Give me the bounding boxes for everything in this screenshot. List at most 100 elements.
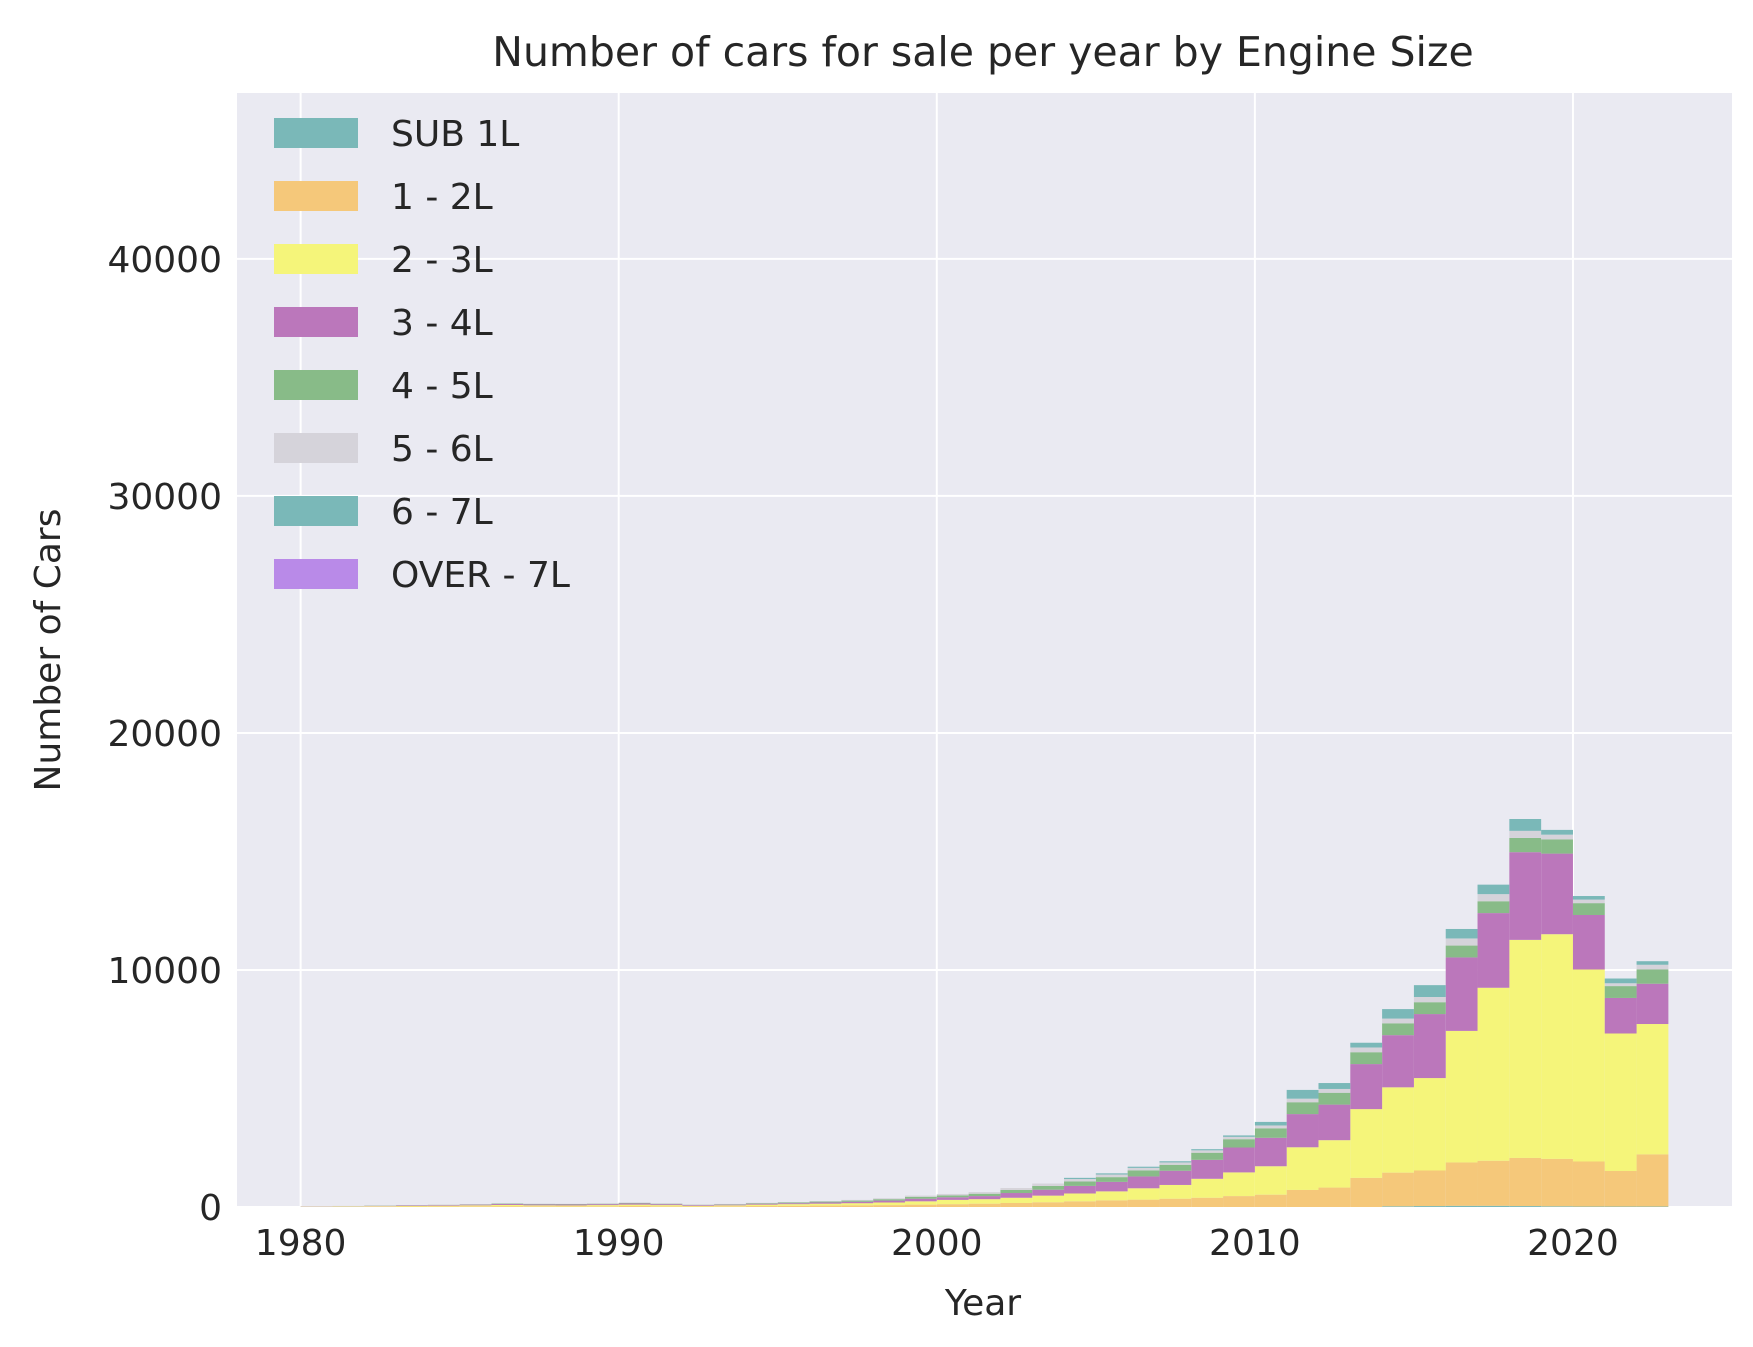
x-axis-label: Year: [944, 1283, 1021, 1324]
bar-segment: [968, 1203, 1001, 1207]
legend-item: 3 - 4L: [274, 303, 493, 344]
bar-segment: [427, 1205, 460, 1206]
bar-segment: [1604, 997, 1637, 1034]
bar-segment: [1159, 1162, 1192, 1165]
bar-segment: [1445, 938, 1478, 946]
bar-segment: [1191, 1150, 1224, 1153]
bar-segment: [1413, 1014, 1446, 1079]
bar-segment: [1636, 1154, 1669, 1207]
bar-segment: [1572, 896, 1605, 900]
bar-segment: [459, 1206, 492, 1207]
bar-segment: [1382, 1023, 1414, 1036]
bar-segment: [1477, 987, 1510, 1161]
bar-segment: [1477, 913, 1510, 988]
legend-swatch: [274, 496, 358, 526]
legend-swatch: [274, 244, 358, 274]
bar-segment: [1064, 1201, 1096, 1207]
bar-segment: [1382, 1172, 1414, 1207]
bar-segment: [1191, 1178, 1224, 1198]
bar-segment: [1286, 1098, 1319, 1103]
bar-segment: [1445, 945, 1478, 958]
legend-label: 4 - 5L: [391, 366, 493, 407]
bar-segment: [1382, 1035, 1414, 1088]
bar-segment: [841, 1203, 874, 1206]
bar-segment: [1127, 1199, 1160, 1207]
bar-segment: [586, 1206, 619, 1207]
bar-segment: [1254, 1121, 1287, 1126]
bar-segment: [1318, 1187, 1351, 1207]
bar-segment: [809, 1203, 842, 1206]
bar-segment: [1223, 1135, 1255, 1137]
bar-segment: [1223, 1172, 1255, 1197]
bar-segment: [1541, 1206, 1573, 1207]
bar-segment: [1254, 1125, 1287, 1129]
bar-segment: [1509, 1206, 1542, 1207]
bar-segment: [1636, 964, 1669, 970]
bar-segment: [1223, 1139, 1255, 1148]
bar-segment: [1382, 1018, 1414, 1024]
bar-segment: [650, 1204, 683, 1206]
bar-segment: [1636, 969, 1669, 984]
bar-segment: [523, 1205, 556, 1207]
bar-segment: [523, 1204, 556, 1206]
bar-segment: [1413, 1078, 1446, 1171]
bar-segment: [459, 1204, 492, 1206]
bar-segment: [841, 1205, 874, 1207]
legend-label: 1 - 2L: [391, 177, 493, 218]
bar-segment: [1636, 983, 1669, 1025]
legend-swatch: [274, 181, 358, 211]
bar-segment: [1064, 1185, 1096, 1194]
legend-item: SUB 1L: [274, 114, 519, 155]
bar-segment: [1254, 1166, 1287, 1195]
bar-segment: [1477, 894, 1510, 902]
bar-segment: [682, 1205, 715, 1206]
bar-segment: [1350, 1042, 1383, 1048]
bar-segment: [1000, 1193, 1033, 1198]
bar-segment: [1254, 1137, 1287, 1167]
bar-segment: [618, 1202, 651, 1204]
bar-segment: [1159, 1184, 1192, 1199]
series-1-2l: [300, 1154, 1669, 1207]
legend-label: 3 - 4L: [391, 303, 493, 344]
bar-segment: [1032, 1185, 1065, 1190]
bar-segment: [650, 1205, 683, 1207]
bar-segment: [1572, 903, 1605, 915]
bar-segment: [555, 1204, 587, 1206]
bar-segment: [1636, 1024, 1669, 1155]
bar-segment: [1127, 1170, 1160, 1177]
bar-segment: [841, 1201, 874, 1204]
bar-segment: [1127, 1167, 1160, 1171]
bar-segment: [1286, 1089, 1319, 1099]
legend-swatch: [274, 433, 358, 463]
bar-segment: [841, 1200, 874, 1202]
bar-segment: [1286, 1102, 1319, 1115]
bar-segment: [777, 1205, 810, 1207]
bar-segment: [586, 1205, 619, 1207]
bar-segment: [1191, 1197, 1224, 1207]
bar-segment: [1032, 1189, 1065, 1196]
bar-segment: [1127, 1166, 1160, 1168]
bar-segment: [427, 1206, 460, 1207]
bar-segment: [1064, 1193, 1096, 1202]
bar-segment: [1604, 1170, 1637, 1207]
bar-segment: [1350, 1052, 1383, 1065]
legend-label: OVER - 7L: [391, 555, 570, 596]
bar-segment: [745, 1203, 778, 1204]
bar-segment: [1445, 928, 1478, 939]
bar-segment: [745, 1204, 778, 1207]
bar-segment: [1064, 1179, 1096, 1182]
bar-segment: [1636, 961, 1669, 965]
bar-segment: [1191, 1159, 1224, 1179]
series-5-6l: [300, 830, 1669, 1207]
bar-segment: [873, 1198, 905, 1200]
bar-segment: [1445, 1205, 1478, 1207]
bar-segment: [618, 1206, 651, 1207]
bar-segment: [1604, 978, 1637, 984]
bar-segment: [491, 1204, 524, 1207]
bar-segment: [968, 1192, 1001, 1194]
series-6-7l: [1064, 818, 1669, 1180]
x-tick-label: 2010: [1209, 1223, 1301, 1264]
bar-segment: [968, 1199, 1001, 1204]
bar-segment: [586, 1204, 619, 1206]
legend-label: 6 - 7L: [391, 492, 493, 533]
